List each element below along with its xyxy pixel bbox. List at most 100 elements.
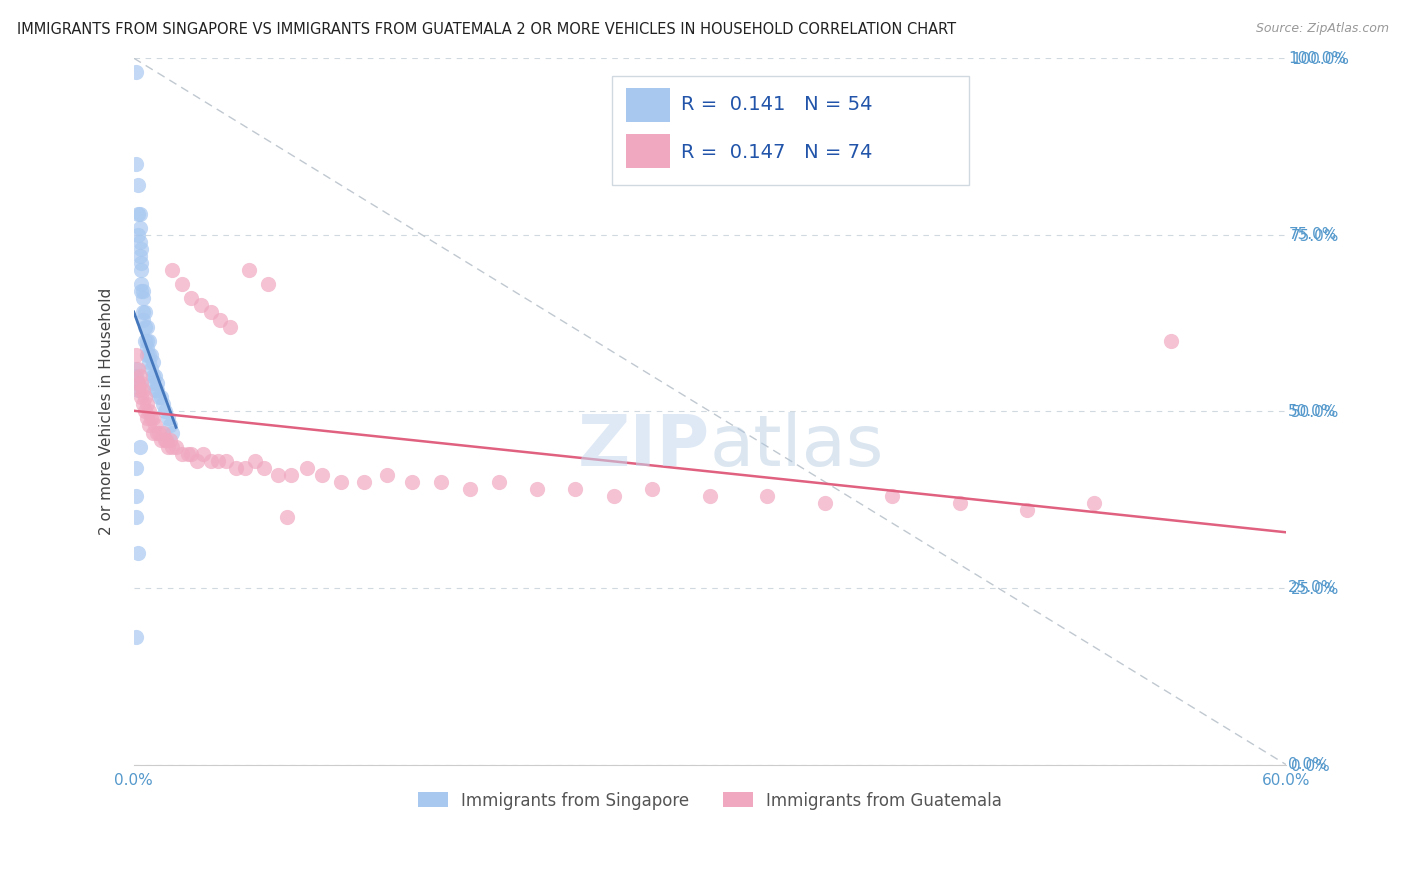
Bar <box>626 87 669 121</box>
Point <box>814 496 837 510</box>
Point <box>488 475 510 489</box>
Point <box>131 277 153 292</box>
Point <box>276 510 298 524</box>
Point <box>225 460 247 475</box>
Point <box>134 334 156 348</box>
Point <box>125 631 148 645</box>
Text: ZIP: ZIP <box>578 412 710 481</box>
Point <box>138 418 160 433</box>
Point <box>756 489 779 503</box>
Point <box>134 305 156 319</box>
Point <box>170 277 193 292</box>
Point <box>131 256 153 270</box>
FancyBboxPatch shape <box>612 76 969 186</box>
Point <box>143 418 166 433</box>
Point <box>125 348 148 362</box>
Point <box>138 404 160 418</box>
Point <box>142 411 165 425</box>
Point <box>128 440 150 454</box>
Point <box>170 447 193 461</box>
Point <box>127 376 149 390</box>
Point <box>200 305 222 319</box>
Point <box>207 454 229 468</box>
Point <box>128 235 150 249</box>
Point <box>253 460 276 475</box>
Point <box>136 411 159 425</box>
Point <box>157 440 180 454</box>
Point <box>280 467 302 482</box>
Point <box>458 482 481 496</box>
Point <box>215 454 238 468</box>
Point <box>375 467 398 482</box>
Point <box>143 369 166 384</box>
Point <box>146 376 169 390</box>
Point <box>159 433 181 447</box>
Text: Source: ZipAtlas.com: Source: ZipAtlas.com <box>1256 22 1389 36</box>
Point <box>125 489 148 503</box>
Point <box>148 425 170 440</box>
Point <box>132 312 155 326</box>
Point <box>127 227 149 242</box>
Point <box>134 319 156 334</box>
Text: IMMIGRANTS FROM SINGAPORE VS IMMIGRANTS FROM GUATEMALA 2 OR MORE VEHICLES IN HOU: IMMIGRANTS FROM SINGAPORE VS IMMIGRANTS … <box>17 22 956 37</box>
Point <box>132 305 155 319</box>
Text: 0.0%: 0.0% <box>1288 757 1327 772</box>
Point <box>128 220 150 235</box>
Point <box>186 454 208 468</box>
Text: 25.0%: 25.0% <box>1288 581 1337 596</box>
Point <box>139 362 162 376</box>
Point <box>127 362 149 376</box>
Point <box>153 404 176 418</box>
Point <box>138 355 160 369</box>
Point <box>149 390 172 404</box>
Point <box>125 362 148 376</box>
Point <box>127 546 149 560</box>
Point <box>233 460 256 475</box>
Point <box>131 285 153 299</box>
Point <box>152 397 174 411</box>
Point <box>136 334 159 348</box>
Point <box>218 319 240 334</box>
Point <box>128 206 150 220</box>
Point <box>190 298 212 312</box>
Point <box>125 157 148 171</box>
Point <box>1160 334 1182 348</box>
Legend: Immigrants from Singapore, Immigrants from Guatemala: Immigrants from Singapore, Immigrants fr… <box>411 785 1008 816</box>
Point <box>142 369 165 384</box>
Point <box>138 348 160 362</box>
Point <box>127 178 149 193</box>
Point <box>136 319 159 334</box>
Point <box>142 355 165 369</box>
Point <box>157 411 180 425</box>
Point <box>160 263 183 277</box>
Point <box>200 454 222 468</box>
Bar <box>626 134 669 168</box>
Point <box>641 482 664 496</box>
Point <box>134 404 156 418</box>
Point <box>353 475 375 489</box>
Point <box>149 433 172 447</box>
Y-axis label: 2 or more Vehicles in Household: 2 or more Vehicles in Household <box>100 288 114 535</box>
Point <box>131 242 153 256</box>
Point <box>176 447 198 461</box>
Point <box>132 291 155 305</box>
Point <box>131 263 153 277</box>
Point <box>125 460 148 475</box>
Point <box>948 496 970 510</box>
Point <box>180 291 202 305</box>
Point <box>330 475 353 489</box>
Point <box>143 383 166 397</box>
Point <box>159 418 181 433</box>
Point <box>134 390 156 404</box>
Point <box>180 447 202 461</box>
Point <box>138 334 160 348</box>
Point <box>148 390 170 404</box>
Point <box>699 489 721 503</box>
Point <box>603 489 626 503</box>
Point <box>125 369 148 384</box>
Point <box>564 482 586 496</box>
Point <box>160 440 183 454</box>
Point <box>882 489 904 503</box>
Point <box>127 376 149 390</box>
Point <box>243 454 266 468</box>
